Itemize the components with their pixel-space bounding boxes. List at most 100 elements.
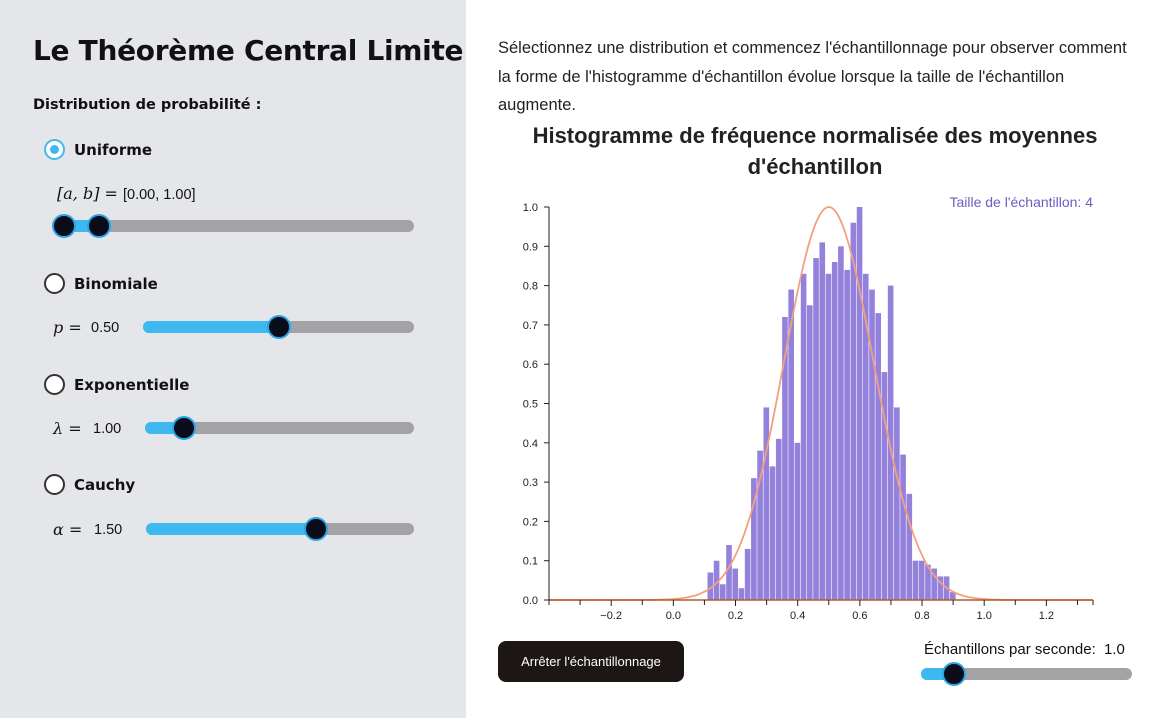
histogram-bar	[918, 560, 925, 600]
histogram-bar	[850, 222, 857, 600]
histogram-bar	[887, 285, 894, 600]
histogram-bar	[807, 305, 813, 600]
param-label-p: p =	[53, 318, 82, 337]
y-tick-label: 0.4	[523, 438, 538, 450]
slider-thumb-lambda[interactable]	[172, 416, 196, 440]
rate-label-text: Échantillons par seconde:	[924, 641, 1096, 658]
slider-track-ab[interactable]	[57, 220, 414, 232]
histogram-bar	[894, 407, 900, 600]
histogram-bar	[881, 372, 888, 600]
x-tick-label: 1.0	[977, 610, 992, 622]
x-tick-label: 1.2	[1039, 610, 1054, 622]
histogram-bar	[825, 273, 832, 600]
y-tick-label: 0.3	[523, 477, 538, 489]
radio-uniforme[interactable]: Uniforme	[44, 139, 152, 160]
sidebar: Le Théorème Central Limite Distribution …	[0, 0, 466, 718]
radio-label-cauchy: Cauchy	[74, 475, 136, 494]
histogram-bars	[707, 207, 956, 601]
histogram-bar	[757, 450, 763, 600]
histogram-bar	[707, 572, 714, 600]
radio-label-uniforme: Uniforme	[74, 140, 153, 159]
distribution-section-label: Distribution de probabilité :	[33, 97, 262, 113]
histogram-bar	[869, 289, 875, 600]
main-panel: Sélectionnez une distribution et commenc…	[466, 0, 1164, 718]
histogram-bar	[788, 289, 794, 600]
histogram-bar	[906, 493, 913, 600]
radio-button-cauchy[interactable]	[44, 474, 65, 495]
radio-button-binomiale[interactable]	[44, 273, 65, 294]
radio-button-uniforme[interactable]	[44, 139, 65, 160]
param-label-lambda: λ =	[53, 419, 82, 438]
param-value-lambda: 1.00	[93, 421, 122, 437]
y-tick-label: 1.0	[523, 202, 538, 214]
slider-thumb-rate[interactable]	[942, 662, 966, 686]
param-value-alpha: 1.50	[94, 522, 123, 538]
slider-fill-p	[143, 321, 279, 333]
histogram-bar	[738, 588, 745, 600]
histogram-bar	[800, 273, 807, 600]
histogram-bar	[950, 592, 956, 600]
y-tick-label: 0.0	[523, 595, 538, 607]
histogram-bar	[875, 313, 882, 600]
histogram-bar	[763, 407, 770, 600]
histogram-bar	[713, 560, 720, 600]
param-label-ab: [a, b] =	[57, 184, 118, 203]
y-tick-label: 0.8	[523, 281, 538, 293]
histogram-bar	[862, 273, 869, 600]
radio-exponentielle[interactable]: Exponentielle	[44, 374, 189, 395]
slider-thumb-p[interactable]	[267, 315, 291, 339]
histogram-bar	[838, 246, 844, 601]
histogram-bar	[794, 442, 801, 600]
slider-thumb-b[interactable]	[87, 214, 111, 238]
histogram-bar	[782, 317, 788, 600]
app-title: Le Théorème Central Limite	[33, 34, 464, 67]
y-tick-label: 0.2	[523, 516, 538, 528]
y-tick-label: 0.5	[523, 399, 538, 411]
x-tick-label: 0.2	[728, 610, 743, 622]
x-tick-label: 0.6	[852, 610, 867, 622]
y-tick-label: 0.6	[523, 359, 538, 371]
histogram-bar	[775, 438, 782, 600]
slider-track-rate[interactable]	[921, 668, 1132, 680]
histogram-bar	[744, 548, 751, 600]
rate-label: Échantillons par seconde: 1.0	[924, 641, 1125, 658]
histogram-bar	[732, 568, 739, 600]
radio-cauchy[interactable]: Cauchy	[44, 474, 135, 495]
histogram-bar	[719, 584, 726, 600]
slider-thumb-alpha[interactable]	[304, 517, 328, 541]
histogram-bar	[813, 258, 819, 600]
y-tick-label: 0.1	[523, 556, 538, 568]
chart-axes: 0.0 0.1 0.2 0.3 0.4 0.5 0.6 0.7 0.8 0.9 1.0 −0.2 0.0…	[523, 202, 1094, 622]
radio-label-binomiale: Binomiale	[74, 274, 158, 293]
radio-button-exponentielle[interactable]	[44, 374, 65, 395]
histogram-chart: Histogramme de fréquence normalisée des …	[523, 123, 1098, 622]
x-tick-label: 0.8	[914, 610, 929, 622]
x-tick-label: 0.0	[666, 610, 681, 622]
histogram-bar	[844, 269, 850, 600]
histogram-bar	[819, 242, 826, 600]
histogram-bar	[937, 576, 944, 600]
slider-track-lambda[interactable]	[145, 422, 414, 434]
radio-label-exponentielle: Exponentielle	[74, 375, 190, 394]
param-value-ab: [0.00, 1.00]	[123, 187, 196, 203]
chart-title-line-2: d'échantillon	[748, 154, 883, 179]
x-tick-label: 0.4	[790, 610, 805, 622]
y-tick-label: 0.9	[523, 241, 538, 253]
histogram-bar	[769, 466, 776, 600]
histogram-bar	[831, 262, 838, 600]
sample-size-annotation: Taille de l'échantillon: 4	[949, 194, 1093, 210]
histogram-bar	[931, 568, 937, 600]
intro-text: Sélectionnez une distribution et commenc…	[498, 39, 1127, 114]
slider-thumb-a[interactable]	[52, 214, 76, 238]
chart-title-line-1: Histogramme de fréquence normalisée des …	[533, 123, 1098, 148]
histogram-bar	[900, 454, 906, 600]
histogram-bar	[925, 564, 931, 600]
param-value-p: 0.50	[91, 320, 120, 336]
stop-sampling-button[interactable]: Arrêter l'échantillonnage	[498, 641, 684, 682]
x-tick-label: −0.2	[600, 610, 622, 622]
param-label-alpha: α =	[53, 520, 83, 539]
radio-binomiale[interactable]: Binomiale	[44, 273, 158, 294]
rate-value: 1.0	[1103, 641, 1125, 658]
histogram-bar	[751, 478, 757, 600]
y-tick-label: 0.7	[523, 320, 538, 332]
